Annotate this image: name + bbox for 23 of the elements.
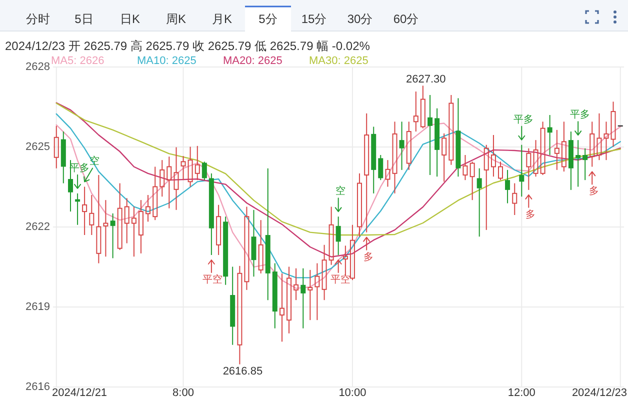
y-tick-label: 2625 (26, 141, 50, 153)
annotation: 空 (335, 185, 346, 198)
legend: MA5: 2626 MA10: 2625 MA20: 2625 MA30: 2625 (51, 55, 368, 67)
chart-subtitle: 2024/12/23 开 2625.79 高 2625.79 收 2625.79 低 2625.79 幅 -0.02% (5, 39, 370, 53)
annotation: 平多 (570, 108, 590, 121)
x-tick-label: 12:00 (508, 387, 536, 399)
period-tabs: 分时 5日 日K 周K 月K 5分 15分 30分 60分 (0, 0, 628, 32)
y-tick-label: 2616 (26, 381, 50, 393)
x-tick-label: 2024/12/23 (572, 387, 627, 399)
annotation: 平空 (330, 274, 350, 286)
annotation: 2616.85 (222, 365, 263, 378)
annotation: 平空 (202, 274, 222, 286)
annotation: 多 (589, 185, 600, 198)
x-tick-label: 10:00 (338, 387, 366, 399)
annotation: 多 (526, 208, 536, 220)
annotation: 2627.30 (406, 74, 446, 86)
annotation: 平多 (514, 113, 534, 126)
x-tick-label: 8:00 (172, 387, 194, 399)
y-tick-label: 2622 (26, 221, 50, 233)
y-tick-label: 2628 (26, 61, 50, 73)
x-tick-label: 2024/12/21 (52, 387, 108, 399)
annotation: 多 (364, 250, 374, 263)
y-tick-label: 2619 (26, 301, 50, 313)
